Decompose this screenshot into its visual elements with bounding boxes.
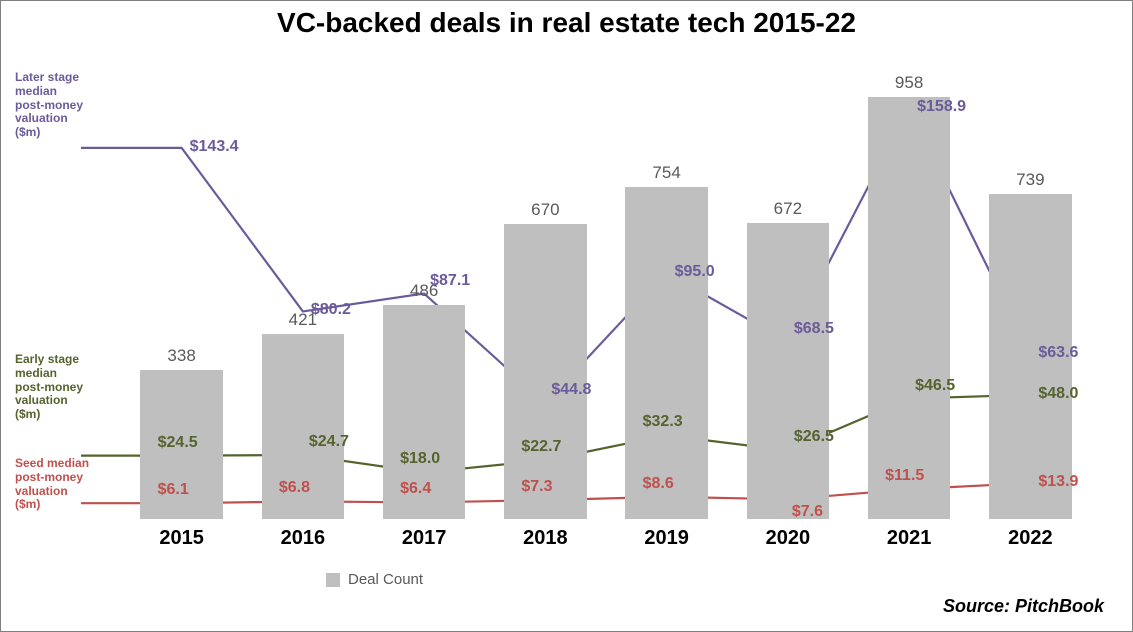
bar-value-label: 670 <box>504 200 586 220</box>
x-axis-label: 2015 <box>121 527 242 550</box>
data-label-seed: $11.5 <box>885 467 924 485</box>
data-label-later: $158.9 <box>917 98 966 116</box>
legend-label: Deal Count <box>348 571 423 588</box>
side-label-seed: Seed medianpost-moneyvaluation($m) <box>15 457 115 512</box>
data-label-seed: $6.4 <box>400 480 431 498</box>
x-axis-label: 2017 <box>364 527 485 550</box>
data-label-later: $87.1 <box>430 272 470 290</box>
plot-area: 338421486670754672958739$143.4$80.2$87.1… <box>121 79 1091 519</box>
data-label-seed: $8.6 <box>643 475 674 493</box>
data-label-later: $80.2 <box>311 301 351 319</box>
data-label-early: $48.0 <box>1038 385 1078 403</box>
data-label-later: $95.0 <box>675 263 715 281</box>
legend-swatch <box>326 573 340 587</box>
data-label-seed: $7.3 <box>521 478 552 496</box>
data-label-early: $22.7 <box>521 438 561 456</box>
bar-value-label: 739 <box>989 170 1071 190</box>
data-label-seed: $7.6 <box>792 503 823 521</box>
legend: Deal Count <box>326 571 423 588</box>
bar-value-label: 672 <box>747 199 829 219</box>
bar-value-label: 338 <box>140 346 222 366</box>
bar-value-label: 754 <box>625 163 707 183</box>
side-label-early: Early stagemedianpost-moneyvaluation($m) <box>15 353 115 422</box>
chart-title: VC-backed deals in real estate tech 2015… <box>1 7 1132 39</box>
data-label-later: $44.8 <box>551 381 591 399</box>
x-axis-label: 2022 <box>970 527 1091 550</box>
x-axis-label: 2019 <box>606 527 727 550</box>
bar <box>504 224 586 519</box>
data-label-early: $24.7 <box>309 433 349 451</box>
data-label-seed: $6.8 <box>279 479 310 497</box>
data-label-later: $68.5 <box>794 320 834 338</box>
x-axis-label: 2016 <box>242 527 363 550</box>
source-label: Source: PitchBook <box>943 596 1104 617</box>
x-axis-label: 2018 <box>485 527 606 550</box>
data-label-early: $26.5 <box>794 428 834 446</box>
x-axis-label: 2020 <box>727 527 848 550</box>
bar <box>868 97 950 519</box>
data-label-seed: $6.1 <box>158 481 189 499</box>
bar <box>625 187 707 519</box>
bar <box>747 223 829 519</box>
data-label-later: $143.4 <box>190 138 239 156</box>
data-label-later: $63.6 <box>1038 344 1078 362</box>
data-label-early: $18.0 <box>400 450 440 468</box>
data-label-early: $24.5 <box>158 434 198 452</box>
x-axis-label: 2021 <box>849 527 970 550</box>
data-label-seed: $13.9 <box>1038 473 1078 491</box>
data-label-early: $46.5 <box>915 377 955 395</box>
data-label-early: $32.3 <box>643 413 683 431</box>
side-label-later: Later stagemedianpost-moneyvaluation($m) <box>15 71 115 140</box>
bar-value-label: 958 <box>868 73 950 93</box>
chart-frame: VC-backed deals in real estate tech 2015… <box>0 0 1133 632</box>
